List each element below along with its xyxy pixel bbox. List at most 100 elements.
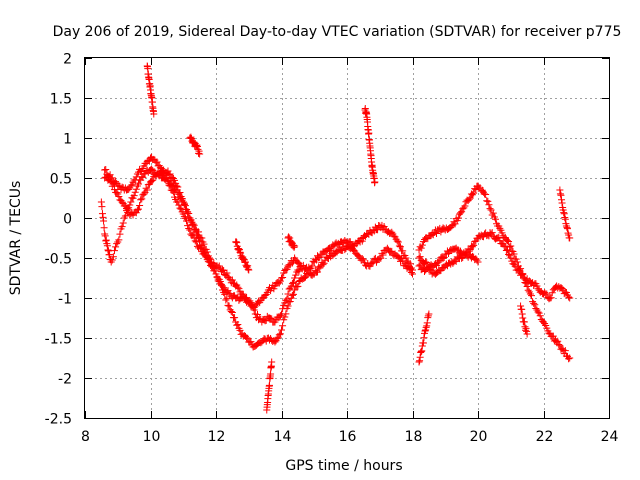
data-point [395, 242, 403, 250]
data-point [165, 181, 173, 189]
data-point [175, 201, 183, 209]
data-point [517, 302, 525, 310]
data-point [234, 283, 242, 291]
data-point [185, 209, 193, 217]
data-point [149, 176, 157, 184]
data-point [185, 224, 193, 232]
axis-ticks [85, 58, 610, 419]
data-point [425, 310, 433, 318]
data-point [470, 241, 478, 249]
data-point [235, 245, 243, 253]
data-point [524, 286, 532, 294]
data-point [483, 197, 491, 205]
data-point [284, 290, 292, 298]
data-point [314, 268, 322, 276]
y-tick-label: -2 [58, 372, 72, 388]
data-point [399, 247, 407, 255]
data-point [201, 249, 209, 257]
data-point [561, 215, 569, 223]
data-point [118, 223, 126, 231]
data-point [223, 295, 231, 303]
data-point [523, 283, 531, 291]
data-point [540, 318, 547, 326]
data-point [558, 284, 566, 292]
data-point [279, 273, 287, 281]
data-point [515, 267, 523, 275]
data-point [547, 294, 555, 302]
y-tick-label: -2.5 [45, 412, 72, 428]
plot-frame [84, 57, 610, 419]
data-point [560, 210, 568, 218]
data-point [460, 204, 468, 212]
data-point [219, 266, 227, 274]
data-point [113, 240, 121, 248]
data-point [273, 335, 281, 343]
data-point [104, 247, 112, 255]
data-point [133, 206, 141, 214]
data-point [415, 262, 423, 270]
data-point [118, 198, 126, 206]
x-tick-label: 16 [339, 429, 357, 445]
data-point [486, 205, 494, 213]
data-point [234, 244, 242, 252]
data-point [469, 243, 477, 251]
data-point [510, 260, 518, 268]
data-point [415, 358, 423, 366]
data-point [523, 330, 531, 338]
data-point [236, 326, 244, 334]
x-tick-label: 8 [81, 429, 90, 445]
data-point [536, 312, 544, 320]
data-point [424, 314, 432, 322]
data-point [196, 237, 204, 245]
data-point [99, 213, 107, 221]
data-point [109, 253, 117, 261]
data-point [232, 238, 240, 246]
data-point [132, 173, 140, 181]
data-point [496, 224, 504, 232]
data-point [115, 236, 123, 244]
data-point [419, 339, 427, 347]
data-point [127, 182, 135, 190]
data-point [416, 353, 424, 361]
data-point [388, 228, 396, 236]
data-point [297, 262, 305, 270]
data-point [393, 237, 401, 245]
x-tick-label: 20 [470, 429, 488, 445]
data-point [489, 209, 497, 217]
data-point [100, 217, 108, 225]
data-point [549, 332, 557, 340]
data-point [358, 255, 366, 263]
data-point [502, 246, 510, 254]
data-point [534, 308, 542, 316]
data-point [512, 255, 520, 263]
x-tick-label: 22 [536, 429, 554, 445]
data-point [421, 327, 429, 335]
data-point [267, 370, 275, 378]
data-point [234, 321, 242, 329]
data-point [527, 292, 535, 300]
data-point [520, 318, 528, 326]
data-point [418, 342, 426, 350]
data-point [267, 314, 275, 322]
data-point [402, 254, 410, 262]
x-tick-label: 24 [601, 429, 619, 445]
series-fragment-6 [556, 186, 574, 242]
data-point [104, 246, 112, 254]
data-point [150, 110, 158, 118]
data-point [130, 192, 138, 200]
data-point [327, 246, 335, 254]
data-point [435, 258, 443, 266]
data-point [275, 331, 283, 339]
data-point [181, 205, 189, 213]
data-point [564, 229, 572, 237]
data-point [423, 259, 431, 267]
data-point [565, 231, 573, 239]
data-point [465, 195, 473, 203]
data-point [231, 314, 239, 322]
data-point [294, 258, 302, 266]
grid [85, 58, 609, 418]
data-point [485, 201, 493, 209]
data-point [279, 305, 287, 313]
data-point [126, 201, 134, 209]
